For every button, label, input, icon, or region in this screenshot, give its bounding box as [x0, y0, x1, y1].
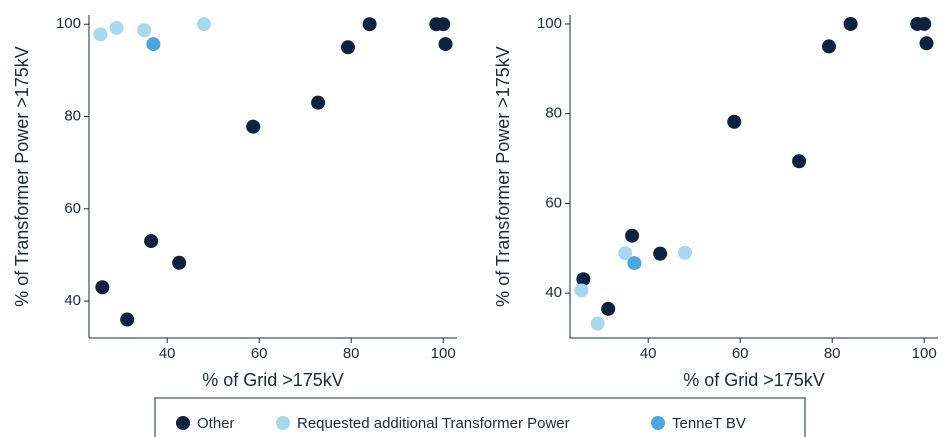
- point: [144, 234, 159, 249]
- point: [653, 246, 668, 261]
- point: [172, 255, 187, 270]
- x-axis-label: % of Grid >175kV: [683, 370, 825, 390]
- point: [843, 16, 858, 31]
- x-axis-label: % of Grid >175kV: [202, 370, 344, 390]
- point: [436, 17, 451, 32]
- x-tick-label: 100: [912, 345, 937, 362]
- point: [340, 40, 355, 55]
- point: [576, 272, 591, 287]
- x-tick-label: 60: [732, 345, 749, 362]
- point: [120, 312, 135, 327]
- y-tick-label: 100: [56, 15, 81, 32]
- point: [727, 114, 742, 129]
- point: [109, 20, 124, 35]
- x-tick-label: 40: [159, 345, 176, 362]
- point: [137, 23, 152, 38]
- x-tick-label: 100: [431, 345, 456, 362]
- legend-label: Other: [197, 415, 235, 432]
- y-tick-label: 60: [545, 194, 562, 211]
- point: [618, 246, 633, 261]
- y-tick-label: 60: [64, 200, 81, 217]
- legend-label: Requested additional Transformer Power: [297, 415, 570, 432]
- point: [627, 256, 642, 271]
- point: [601, 301, 616, 316]
- point: [625, 228, 640, 243]
- point: [678, 245, 692, 260]
- y-tick-label: 80: [545, 105, 562, 122]
- point: [821, 39, 836, 54]
- point: [590, 316, 605, 331]
- legend-label: TenneT BV: [672, 415, 746, 432]
- point: [311, 95, 326, 110]
- y-tick-label: 40: [545, 284, 562, 301]
- legend-marker: [651, 416, 665, 430]
- point: [95, 280, 110, 295]
- point: [438, 37, 453, 52]
- point: [574, 283, 589, 298]
- x-tick-label: 80: [824, 345, 841, 362]
- point: [93, 27, 108, 42]
- x-tick-label: 60: [251, 345, 268, 362]
- point: [792, 154, 807, 169]
- y-axis-label: % of Transformer Power >175kV: [12, 46, 32, 307]
- legend-marker: [276, 416, 290, 430]
- legend-marker: [176, 416, 190, 430]
- point: [917, 16, 932, 31]
- point: [919, 36, 934, 51]
- legend-box: [154, 397, 806, 437]
- y-tick-label: 80: [64, 107, 81, 124]
- x-tick-label: 80: [343, 345, 360, 362]
- point: [362, 17, 377, 32]
- point: [197, 17, 211, 32]
- point: [146, 37, 161, 52]
- point: [246, 119, 261, 134]
- x-tick-label: 40: [640, 345, 657, 362]
- y-tick-label: 100: [537, 15, 562, 32]
- y-tick-label: 40: [64, 292, 81, 309]
- y-axis-label: % of Transformer Power >175kV: [493, 46, 513, 307]
